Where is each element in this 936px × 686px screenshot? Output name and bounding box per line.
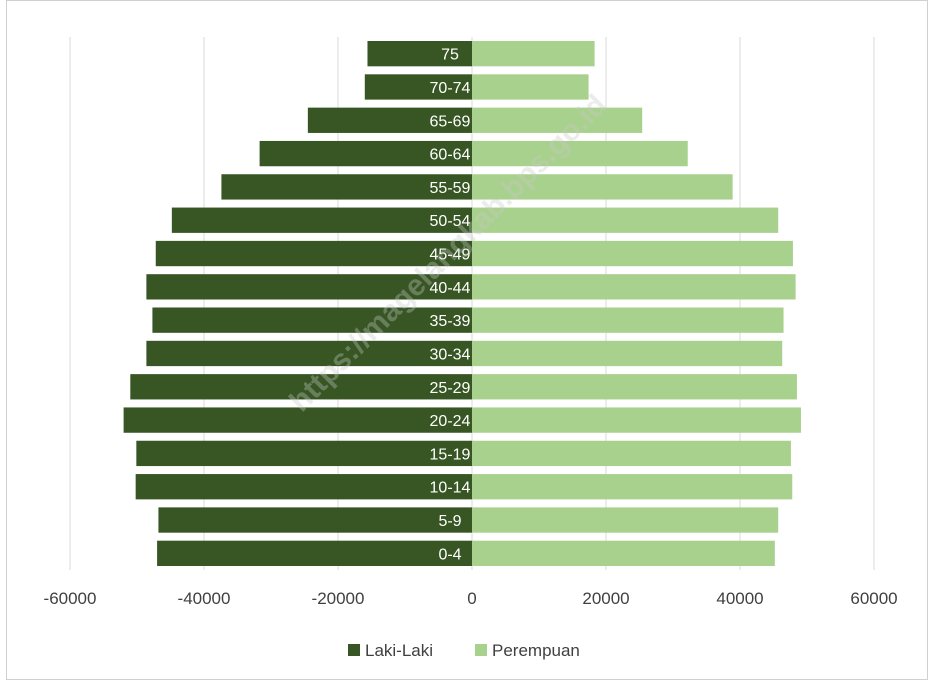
bar-laki-laki-55-59[interactable] [221,174,472,200]
bar-laki-laki-15-19[interactable] [136,440,472,467]
legend-label-perempuan: Perempuan [492,641,580,660]
category-label-60-64: 60-64 [430,147,471,164]
category-label-10-14: 10-14 [430,480,471,497]
x-tick-label--40000: -40000 [178,589,231,608]
bar-perempuan-65-69[interactable] [472,107,643,133]
category-label-5-9: 5-9 [438,513,461,530]
bar-laki-laki-20-24[interactable] [123,407,472,433]
bar-perempuan-10-14[interactable] [472,474,793,500]
category-label-50-54: 50-54 [430,213,471,230]
category-label-40-44: 40-44 [430,280,471,297]
bar-laki-laki-60-64[interactable] [259,140,472,167]
bar-perempuan-40-44[interactable] [472,274,796,300]
category-labels: 0-4 5-9 10-14 15-19 20-24 25-29 30-34 35-39 40-4… [430,47,471,564]
legend-swatch-perempuan [475,644,487,656]
bars [123,40,801,567]
bar-laki-laki-30-34[interactable] [146,340,472,367]
bar-perempuan-5-9[interactable] [472,507,779,533]
bar-perempuan-45-49[interactable] [472,240,793,267]
category-label-30-34: 30-34 [430,346,471,363]
x-tick-label-0: 0 [467,589,476,608]
bar-perempuan-35-39[interactable] [472,307,784,333]
category-label-0-4: 0-4 [438,546,461,563]
bar-laki-laki-0-4[interactable] [157,540,472,567]
bar-laki-laki-75[interactable] [367,40,472,67]
bar-laki-laki-35-39[interactable] [152,307,472,333]
bar-laki-laki-25-29[interactable] [130,374,473,400]
category-label-15-19: 15-19 [430,446,471,463]
bar-perempuan-50-54[interactable] [472,207,779,233]
bar-laki-laki-10-14[interactable] [135,474,472,500]
category-label-55-59: 55-59 [430,180,471,197]
x-tick-label-60000: 60000 [850,589,897,608]
bar-laki-laki-5-9[interactable] [158,507,472,533]
bar-perempuan-15-19[interactable] [472,440,791,467]
legend: Laki-Laki Perempuan [348,641,580,660]
legend-swatch-laki-laki [348,644,360,656]
bar-perempuan-20-24[interactable] [472,407,801,433]
x-tick-label-20000: 20000 [582,589,629,608]
category-label-45-49: 45-49 [430,247,471,264]
category-label-65-69: 65-69 [430,113,471,130]
bar-perempuan-60-64[interactable] [472,140,688,167]
category-label-70-74: 70-74 [430,80,471,97]
category-label-75: 75 [441,47,459,64]
bar-perempuan-75[interactable] [472,40,595,67]
category-label-20-24: 20-24 [430,413,471,430]
bar-perempuan-0-4[interactable] [472,540,775,567]
x-tick-label-40000: 40000 [716,589,763,608]
bar-laki-laki-45-49[interactable] [155,240,472,267]
category-label-35-39: 35-39 [430,313,471,330]
bar-perempuan-25-29[interactable] [472,374,797,400]
bar-perempuan-30-34[interactable] [472,340,783,367]
bar-laki-laki-65-69[interactable] [307,107,472,133]
bar-perempuan-55-59[interactable] [472,174,733,200]
x-tick-label--20000: -20000 [312,589,365,608]
category-label-25-29: 25-29 [430,380,471,397]
legend-label-laki-laki: Laki-Laki [365,641,433,660]
bar-laki-laki-40-44[interactable] [146,274,472,300]
bar-laki-laki-50-54[interactable] [171,207,472,233]
bar-perempuan-70-74[interactable] [472,74,589,100]
x-tick-label--60000: -60000 [44,589,97,608]
x-axis-ticks: -60000 -40000 -20000 0 20000 40000 60000 [44,589,898,608]
bar-laki-laki-70-74[interactable] [364,74,472,100]
